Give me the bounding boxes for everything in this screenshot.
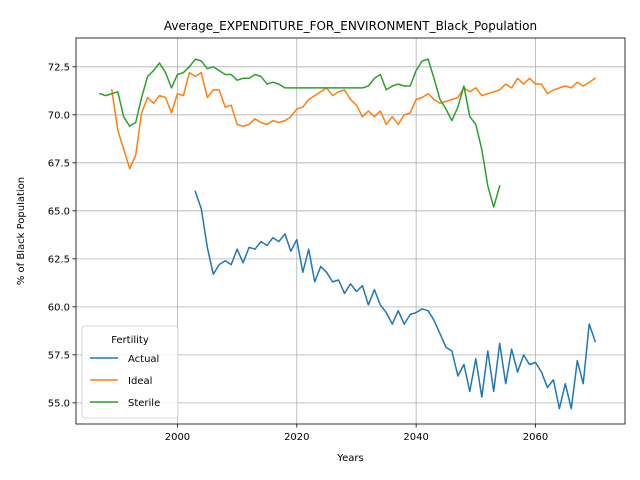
series-line-actual (194, 190, 597, 410)
x-tick-label: 2000 (165, 432, 190, 443)
series-lines (98, 58, 597, 410)
series-line-sterile (98, 58, 501, 208)
legend-label-actual: Actual (128, 354, 159, 365)
legend-label-ideal: Ideal (128, 376, 152, 387)
grid (76, 38, 625, 424)
y-axis-label: % of Black Population (16, 177, 27, 285)
series-line-ideal (110, 71, 597, 170)
legend-title: Fertility (111, 335, 149, 346)
x-tick-label: 2040 (403, 432, 428, 443)
y-tick-label: 57.5 (48, 350, 70, 361)
x-axis-label: Years (336, 453, 363, 464)
legend-box (81, 325, 179, 419)
y-axis: 55.0 57.5 60.0 62.5 65.0 67.5 70.0 72.5 (48, 62, 76, 409)
chart-title: Average_EXPENDITURE_FOR_ENVIRONMENT_Blac… (164, 19, 537, 33)
y-tick-label: 67.5 (48, 158, 70, 169)
legend-items: Actual Ideal Sterile (90, 354, 160, 409)
y-tick-label: 72.5 (48, 62, 70, 73)
x-axis: 2000 2020 2040 2060 (165, 424, 548, 443)
legend: Fertility Actual Ideal Sterile (81, 325, 179, 419)
y-tick-label: 55.0 (48, 398, 70, 409)
legend-label-sterile: Sterile (128, 398, 160, 409)
y-tick-label: 65.0 (48, 206, 70, 217)
y-tick-label: 60.0 (48, 302, 70, 313)
y-tick-label: 62.5 (48, 254, 70, 265)
plot-frame (75, 37, 626, 425)
y-tick-label: 70.0 (48, 110, 70, 121)
x-tick-label: 2060 (523, 432, 548, 443)
x-tick-label: 2020 (284, 432, 309, 443)
